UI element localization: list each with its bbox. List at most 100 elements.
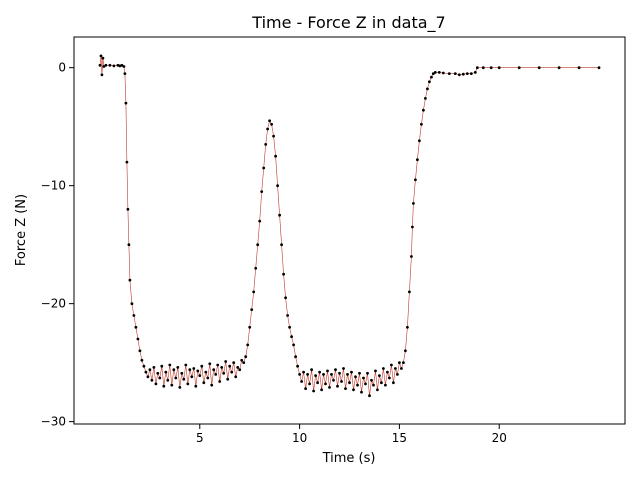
data-point-18 bbox=[130, 302, 134, 306]
data-point-152 bbox=[398, 361, 401, 364]
data-point-76 bbox=[246, 343, 250, 347]
data-point-155 bbox=[404, 349, 407, 353]
data-point-61 bbox=[216, 363, 220, 367]
data-point-75 bbox=[244, 355, 248, 359]
data-point-125 bbox=[344, 387, 347, 390]
data-point-123 bbox=[340, 380, 343, 383]
data-point-92 bbox=[278, 213, 281, 217]
data-point-181 bbox=[475, 66, 479, 70]
data-point-126 bbox=[346, 373, 349, 376]
data-point-51 bbox=[196, 369, 200, 373]
data-point-167 bbox=[426, 87, 429, 91]
data-point-102 bbox=[298, 373, 301, 376]
x-axis: 5 10 15 20 bbox=[196, 424, 507, 445]
data-point-48 bbox=[190, 375, 194, 379]
data-point-160 bbox=[412, 202, 415, 205]
data-point-168 bbox=[428, 80, 431, 84]
data-point-153 bbox=[400, 367, 403, 370]
data-point-133 bbox=[360, 390, 363, 394]
data-point-45 bbox=[184, 363, 188, 367]
data-point-141 bbox=[376, 388, 379, 392]
data-point-187 bbox=[557, 66, 561, 70]
data-point-129 bbox=[352, 388, 355, 392]
data-point-115 bbox=[324, 382, 327, 386]
data-point-100 bbox=[294, 355, 297, 359]
data-point-165 bbox=[422, 108, 425, 112]
data-point-163 bbox=[418, 139, 421, 143]
data-point-151 bbox=[396, 373, 399, 376]
data-point-37 bbox=[168, 363, 172, 367]
data-point-20 bbox=[134, 325, 138, 329]
data-point-73 bbox=[240, 358, 244, 362]
data-point-24 bbox=[142, 364, 146, 368]
data-point-120 bbox=[334, 368, 337, 372]
data-point-46 bbox=[186, 382, 190, 386]
data-point-17 bbox=[128, 278, 132, 282]
data-point-87 bbox=[268, 119, 271, 123]
data-point-3 bbox=[101, 56, 105, 60]
data-point-21 bbox=[136, 337, 140, 341]
data-point-156 bbox=[406, 325, 409, 329]
data-point-132 bbox=[358, 371, 361, 375]
data-point-70 bbox=[234, 375, 238, 379]
data-point-144 bbox=[382, 367, 385, 370]
data-point-60 bbox=[214, 373, 218, 376]
data-point-90 bbox=[274, 154, 277, 158]
data-point-62 bbox=[218, 380, 222, 383]
data-point-82 bbox=[258, 219, 262, 223]
data-point-164 bbox=[420, 122, 423, 126]
data-point-138 bbox=[370, 378, 373, 382]
data-point-57 bbox=[208, 362, 212, 366]
data-point-130 bbox=[354, 375, 357, 379]
data-point-136 bbox=[366, 371, 369, 375]
data-point-5 bbox=[104, 63, 108, 67]
y-tick-label-3: −30 bbox=[41, 415, 66, 429]
data-point-175 bbox=[453, 72, 457, 75]
data-point-171 bbox=[433, 71, 437, 74]
data-point-174 bbox=[447, 72, 451, 75]
data-point-31 bbox=[156, 371, 160, 375]
data-point-71 bbox=[236, 366, 240, 369]
data-point-98 bbox=[290, 335, 293, 339]
data-point-40 bbox=[174, 376, 178, 380]
x-tick-label-0: 5 bbox=[196, 431, 204, 445]
data-point-182 bbox=[481, 66, 485, 70]
data-point-93 bbox=[280, 243, 283, 247]
data-point-32 bbox=[158, 376, 162, 380]
data-point-14 bbox=[125, 160, 129, 164]
data-point-173 bbox=[441, 71, 445, 75]
data-point-172 bbox=[437, 71, 441, 74]
data-point-47 bbox=[188, 368, 192, 372]
data-point-162 bbox=[416, 158, 419, 162]
data-point-69 bbox=[232, 361, 236, 364]
data-point-122 bbox=[338, 371, 341, 375]
x-tick-label-2: 15 bbox=[392, 431, 407, 445]
data-point-86 bbox=[266, 127, 269, 131]
y-axis: 0 −10 −20 −30 bbox=[41, 61, 74, 429]
data-point-109 bbox=[312, 389, 315, 393]
data-point-25 bbox=[144, 370, 148, 374]
data-point-183 bbox=[489, 66, 493, 70]
data-point-112 bbox=[318, 370, 321, 374]
data-point-11 bbox=[122, 65, 126, 68]
data-point-12 bbox=[123, 72, 127, 75]
data-point-49 bbox=[192, 367, 196, 370]
data-point-128 bbox=[350, 370, 353, 374]
data-point-147 bbox=[388, 376, 391, 380]
data-point-135 bbox=[364, 382, 367, 386]
data-point-119 bbox=[332, 378, 335, 382]
data-point-143 bbox=[380, 381, 383, 385]
data-point-2 bbox=[100, 73, 104, 77]
data-point-148 bbox=[390, 363, 393, 367]
data-point-157 bbox=[408, 290, 411, 294]
data-point-19 bbox=[132, 314, 136, 317]
data-point-158 bbox=[410, 255, 413, 258]
data-point-35 bbox=[164, 370, 168, 374]
x-axis-label: Time (s) bbox=[322, 451, 376, 466]
data-point-154 bbox=[402, 361, 405, 364]
data-point-189 bbox=[597, 66, 601, 70]
data-point-80 bbox=[254, 266, 258, 270]
data-point-188 bbox=[577, 66, 581, 70]
data-point-84 bbox=[262, 166, 266, 170]
